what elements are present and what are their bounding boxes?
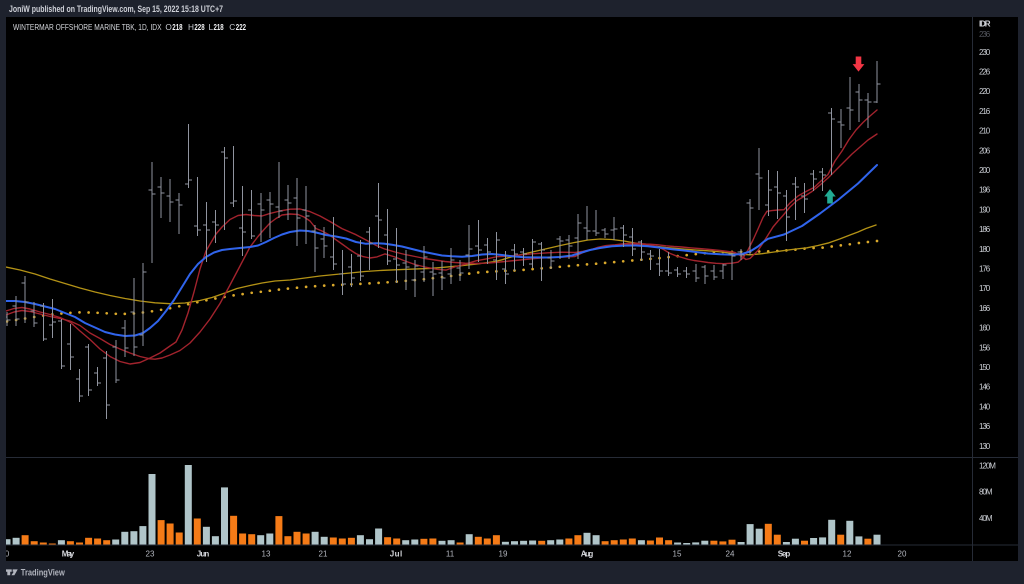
- svg-text:166: 166: [979, 304, 991, 313]
- svg-text:15: 15: [673, 550, 682, 559]
- svg-text:176: 176: [979, 265, 991, 274]
- svg-text:196: 196: [979, 186, 991, 195]
- svg-text:150: 150: [979, 363, 991, 372]
- svg-text:180: 180: [979, 245, 991, 254]
- svg-text:136: 136: [979, 422, 991, 431]
- svg-text:80M: 80M: [979, 487, 993, 496]
- svg-text:19: 19: [499, 550, 508, 559]
- svg-text:JoniW published on TradingView: JoniW published on TradingView.com, Sep …: [9, 4, 223, 15]
- svg-text:222: 222: [236, 22, 246, 32]
- svg-text:206: 206: [979, 146, 991, 155]
- svg-text:226: 226: [979, 68, 991, 77]
- svg-text:236: 236: [979, 30, 991, 39]
- svg-text:40M: 40M: [979, 514, 993, 523]
- svg-text:120M: 120M: [979, 462, 996, 471]
- svg-text:C: C: [229, 22, 235, 32]
- svg-text:H: H: [188, 22, 194, 32]
- svg-text:21: 21: [319, 550, 328, 559]
- svg-text:186: 186: [979, 225, 991, 234]
- svg-text:230: 230: [979, 48, 991, 57]
- svg-text:216: 216: [979, 107, 991, 116]
- svg-text:160: 160: [979, 324, 991, 333]
- svg-text:146: 146: [979, 383, 991, 392]
- svg-text:TradingView: TradingView: [21, 568, 65, 579]
- svg-text:170: 170: [979, 284, 991, 293]
- svg-text:130: 130: [979, 442, 991, 451]
- svg-text:Aug: Aug: [581, 550, 594, 559]
- svg-text:210: 210: [979, 127, 991, 136]
- svg-text:20: 20: [898, 550, 907, 559]
- svg-text:156: 156: [979, 343, 991, 352]
- svg-text:11: 11: [446, 550, 455, 559]
- svg-text:13: 13: [262, 550, 271, 559]
- svg-text:Jun: Jun: [197, 550, 210, 559]
- svg-text:24: 24: [726, 550, 735, 559]
- svg-text:WINTERMAR OFFSHORE MARINE TBK,: WINTERMAR OFFSHORE MARINE TBK, 1D, IDX: [13, 22, 162, 32]
- svg-text:L: L: [209, 22, 214, 32]
- svg-text:IDR: IDR: [979, 20, 991, 29]
- svg-text:Sep: Sep: [778, 550, 791, 559]
- svg-text:O: O: [165, 22, 172, 32]
- svg-text:220: 220: [979, 87, 991, 96]
- svg-text:0: 0: [6, 550, 10, 559]
- svg-text:Jul: Jul: [390, 550, 403, 559]
- svg-text:May: May: [62, 550, 75, 559]
- svg-text:23: 23: [146, 550, 155, 559]
- svg-text:228: 228: [194, 22, 204, 32]
- svg-text:218: 218: [172, 22, 182, 32]
- svg-text:140: 140: [979, 402, 991, 411]
- svg-text:218: 218: [214, 22, 224, 32]
- svg-text:200: 200: [979, 166, 991, 175]
- svg-text:12: 12: [843, 550, 852, 559]
- svg-text:190: 190: [979, 205, 991, 214]
